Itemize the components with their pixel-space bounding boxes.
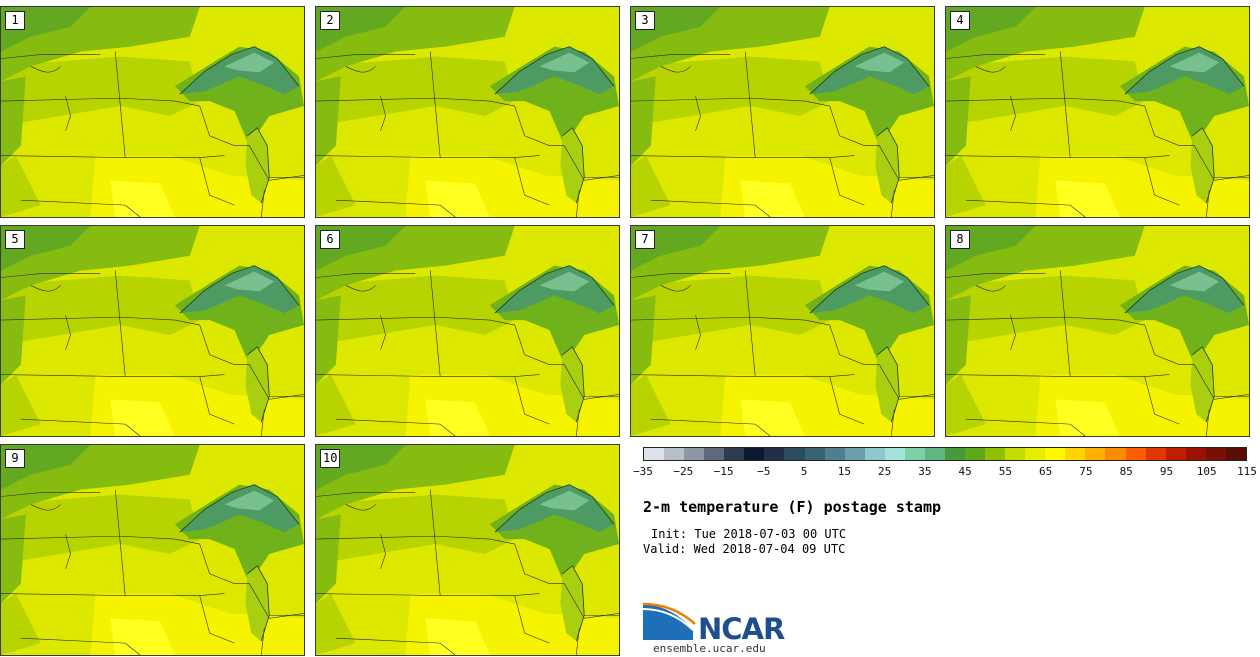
chart-title: 2-m temperature (F) postage stamp	[643, 498, 942, 516]
ncar-logo-icon	[643, 602, 696, 640]
init-time: Init: Tue 2018-07-03 00 UTC	[651, 527, 847, 541]
colorbar-tick-label: 25	[877, 465, 892, 478]
member-number-label: 4	[950, 11, 970, 30]
colorbar-segment	[824, 448, 845, 460]
colorbar-segment	[944, 448, 965, 460]
colorbar-tick-label: 95	[1159, 465, 1174, 478]
temperature-map	[631, 7, 934, 217]
colorbar-segment	[864, 448, 885, 460]
colorbar-segment	[884, 448, 905, 460]
temperature-map	[946, 7, 1249, 217]
ensemble-member-panel-2[interactable]: 2	[315, 6, 620, 218]
colorbar-segment	[1185, 448, 1206, 460]
valid-time: Valid: Wed 2018-07-04 09 UTC	[643, 542, 846, 556]
temperature-map	[316, 445, 619, 655]
colorbar-segment	[1085, 448, 1106, 460]
colorbar-segment	[1125, 448, 1146, 460]
member-number-label: 6	[320, 230, 340, 249]
colorbar-segment	[924, 448, 945, 460]
ensemble-member-panel-3[interactable]: 3	[630, 6, 935, 218]
colorbar-tick-label: 65	[1039, 465, 1053, 478]
colorbar-segment	[644, 448, 665, 460]
colorbar-segment	[844, 448, 865, 460]
ensemble-member-panel-8[interactable]: 8	[945, 225, 1250, 437]
temperature-map	[316, 7, 619, 217]
colorbar-segment	[1225, 448, 1246, 460]
colorbar-tick-labels: −35 −25 −15 −5 5 15 25 35 45 55 65 75 85 95 105 115	[633, 465, 1257, 479]
colorbar-segment	[1105, 448, 1126, 460]
member-number-label: 2	[320, 11, 340, 30]
colorbar-segment	[1165, 448, 1186, 460]
colorbar-segment	[804, 448, 825, 460]
colorbar-tick-label: 45	[958, 465, 972, 478]
colorbar-tick-label: 55	[998, 465, 1013, 478]
colorbar-segment	[1145, 448, 1166, 460]
colorbar-segment	[664, 448, 685, 460]
colorbar-segment	[764, 448, 785, 460]
temperature-colorbar	[643, 447, 1247, 461]
ensemble-member-panel-9[interactable]: 9	[0, 444, 305, 656]
ncar-logo-text: NCAR	[698, 612, 785, 646]
colorbar-tick-label: 85	[1119, 465, 1133, 478]
temperature-map	[946, 226, 1249, 436]
colorbar-segment	[1005, 448, 1026, 460]
temperature-map	[316, 226, 619, 436]
colorbar-tick-label: 115	[1237, 465, 1257, 478]
colorbar-segment	[1025, 448, 1046, 460]
website-link[interactable]: ensemble.ucar.edu	[653, 642, 766, 655]
colorbar-tick-label: 75	[1079, 465, 1093, 478]
colorbar-segment	[724, 448, 745, 460]
member-number-label: 1	[5, 11, 25, 30]
member-number-label: 3	[635, 11, 655, 30]
colorbar-segment	[744, 448, 765, 460]
ensemble-member-panel-10[interactable]: 10	[315, 444, 620, 656]
ensemble-member-panel-4[interactable]: 4	[945, 6, 1250, 218]
ensemble-member-panel-5[interactable]: 5	[0, 225, 305, 437]
colorbar-tick-label: 105	[1196, 465, 1217, 478]
temperature-map	[1, 226, 304, 436]
temperature-map	[1, 445, 304, 655]
colorbar-segment	[1045, 448, 1066, 460]
colorbar-tick-label: 15	[837, 465, 851, 478]
colorbar-segment	[684, 448, 705, 460]
ensemble-member-panel-1[interactable]: 1	[0, 6, 305, 218]
colorbar-segment	[704, 448, 725, 460]
member-number-label: 5	[5, 230, 25, 249]
ensemble-member-panel-6[interactable]: 6	[315, 225, 620, 437]
colorbar-tick-label: −15	[713, 465, 734, 478]
colorbar-tick-label: −5	[757, 465, 771, 478]
member-number-label: 10	[320, 449, 341, 468]
colorbar-segment	[965, 448, 986, 460]
member-number-label: 8	[950, 230, 970, 249]
colorbar-tick-label: −25	[673, 465, 694, 478]
colorbar-segment	[1065, 448, 1086, 460]
colorbar-segment	[985, 448, 1006, 460]
temperature-map	[631, 226, 934, 436]
colorbar-tick-label: −35	[633, 465, 653, 478]
ensemble-member-panel-7[interactable]: 7	[630, 225, 935, 437]
temperature-map	[1, 7, 304, 217]
colorbar-tick-label: 5	[800, 465, 808, 478]
colorbar-segment	[784, 448, 805, 460]
colorbar-segment	[904, 448, 925, 460]
member-number-label: 9	[5, 449, 25, 468]
member-number-label: 7	[635, 230, 655, 249]
colorbar-segment	[1205, 448, 1226, 460]
colorbar-tick-label: 35	[918, 465, 932, 478]
